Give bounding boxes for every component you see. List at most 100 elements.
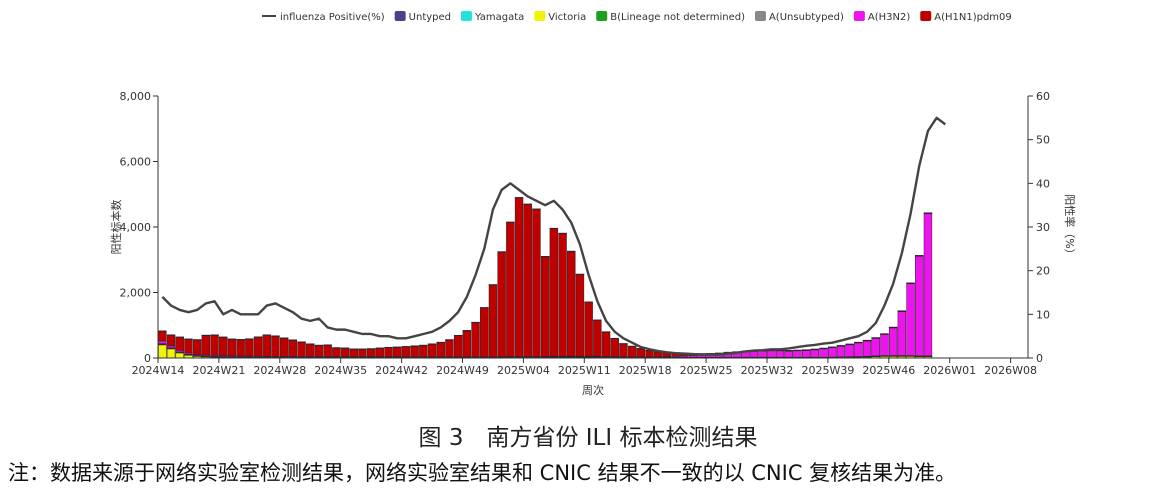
- legend-label: A(Unsubtyped): [769, 12, 844, 23]
- bar-segment: [619, 343, 628, 358]
- bar-segment: [158, 330, 167, 342]
- y-axis-title: 阳性标本数: [109, 200, 123, 255]
- bar-segment: [523, 203, 532, 205]
- bar-series: [158, 197, 933, 359]
- bar-segment: [888, 326, 898, 328]
- bar-segment: [332, 347, 341, 349]
- legend-item: Yamagata: [461, 11, 524, 23]
- bar-segment: [497, 251, 506, 253]
- bar-segment: [158, 330, 167, 332]
- y2-tick-label: 10: [1036, 308, 1050, 321]
- bar-segment: [819, 348, 828, 358]
- x-tick-label: 2025W18: [619, 364, 672, 377]
- bar-segment: [627, 346, 637, 358]
- bar-segment: [654, 351, 663, 358]
- legend-box-swatch: [596, 11, 608, 21]
- bar-segment: [453, 334, 463, 337]
- bar-segment: [192, 339, 202, 341]
- x-tick-label: 2024W21: [192, 364, 245, 377]
- bar-segment: [314, 345, 324, 357]
- bar-segment: [854, 342, 863, 357]
- bar-segment: [558, 232, 567, 234]
- x-tick-label: 2025W04: [497, 364, 550, 377]
- bar-segment: [349, 348, 358, 357]
- positive-rate-polyline: [161, 116, 947, 356]
- bar-segment: [253, 336, 263, 338]
- bar-segment: [514, 197, 524, 357]
- y2-tick-label: 60: [1036, 90, 1050, 103]
- bar-segment: [828, 346, 837, 348]
- bar-segment: [549, 227, 559, 229]
- bar-segment: [393, 346, 402, 348]
- bar-segment: [558, 233, 567, 357]
- bar-segment: [184, 338, 193, 340]
- bar-segment: [801, 350, 811, 358]
- bar-segment: [175, 336, 184, 338]
- legend-item: influenza Positive(%): [262, 12, 385, 23]
- bar-segment: [506, 222, 515, 357]
- legend-box-swatch: [394, 11, 406, 21]
- bar-segment: [636, 348, 646, 358]
- bar-segment: [819, 347, 828, 349]
- legend-label: A(H3N2): [868, 12, 910, 23]
- y2-tick-label: 30: [1036, 221, 1050, 234]
- bar-segment: [175, 352, 184, 359]
- bar-segment: [401, 346, 411, 348]
- bar-segment: [584, 301, 593, 303]
- bar-segment: [593, 319, 602, 357]
- figure-note: 注：数据来源于网络实验室检测结果，网络实验室结果和 CNIC 结果不一致的以 C…: [8, 461, 957, 485]
- bar-segment: [540, 256, 550, 258]
- x-tick-label: 2025W25: [680, 364, 733, 377]
- bar-segment: [201, 334, 211, 336]
- bar-segment: [575, 274, 585, 357]
- legend-label: Yamagata: [474, 12, 524, 23]
- bar-segment: [314, 344, 324, 346]
- bar-segment: [271, 335, 280, 357]
- bar-segment: [158, 344, 167, 359]
- bar-segment: [471, 321, 480, 323]
- bar-segment: [601, 331, 611, 333]
- bar-segment: [810, 349, 820, 358]
- bar-segment: [340, 347, 350, 349]
- x-tick-label: 2026W01: [923, 364, 976, 377]
- bar-segment: [497, 251, 506, 357]
- y2-tick-label: 20: [1036, 265, 1050, 278]
- y2-tick-label: 40: [1036, 177, 1050, 190]
- bar-segment: [610, 338, 619, 357]
- bar-segment: [480, 307, 489, 358]
- legend-label: influenza Positive(%): [280, 12, 385, 23]
- bar-segment: [410, 345, 419, 358]
- bar-segment: [349, 348, 358, 350]
- bar-segment: [575, 273, 585, 275]
- bar-segment: [810, 348, 820, 350]
- bar-segment: [262, 334, 271, 336]
- positive-rate-line: [161, 116, 947, 356]
- bar-segment: [236, 339, 245, 357]
- legend-box-swatch: [920, 11, 932, 21]
- bar-segment: [923, 212, 933, 214]
- chart-legend: influenza Positive(%) Untyped Yamagata Vict…: [262, 11, 1012, 23]
- bar-segment: [532, 208, 541, 210]
- bar-segment: [436, 342, 445, 358]
- x-tick-label: 2024W35: [314, 364, 367, 377]
- legend-box-swatch: [853, 11, 865, 21]
- bar-segment: [236, 339, 245, 341]
- y2-tick-label: 50: [1036, 134, 1050, 147]
- bar-segment: [262, 334, 271, 357]
- bar-segment: [880, 334, 889, 356]
- bar-segment: [915, 255, 924, 357]
- bar-segment: [436, 341, 445, 343]
- bar-segment: [375, 347, 385, 349]
- y2-axis-title: 阳性率（%）: [1063, 194, 1077, 259]
- bar-segment: [862, 339, 872, 341]
- bar-segment: [488, 284, 498, 358]
- bar-segment: [871, 337, 880, 357]
- bar-segment: [462, 330, 472, 358]
- bar-segment: [166, 334, 176, 336]
- bar-segment: [836, 345, 846, 347]
- bar-segment: [210, 334, 219, 336]
- bar-segment: [540, 256, 550, 357]
- bar-segment: [749, 351, 759, 358]
- bar-segment: [523, 203, 532, 357]
